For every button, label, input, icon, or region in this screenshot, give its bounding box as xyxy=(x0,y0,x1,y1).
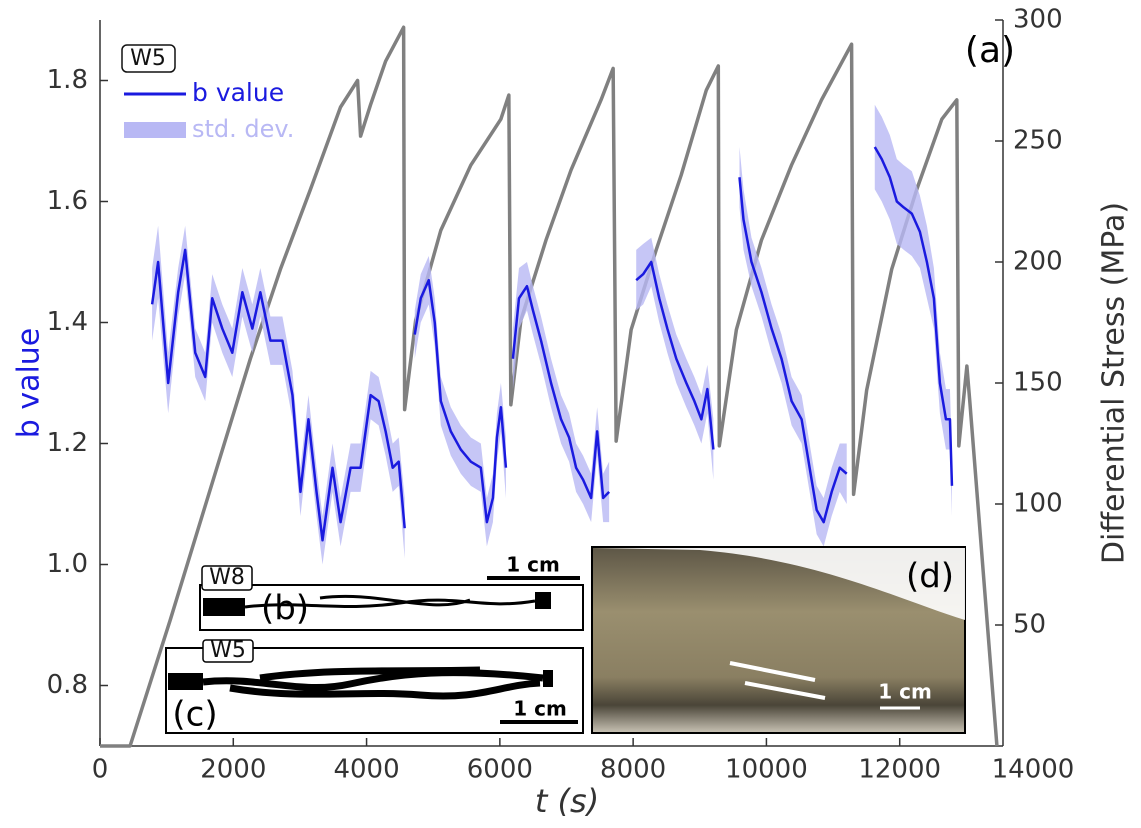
sample-box xyxy=(201,565,253,591)
std-dev-band xyxy=(512,262,610,523)
x-tick-label: 10000 xyxy=(725,755,808,785)
y2-tick-label: 50 xyxy=(1013,610,1046,640)
sample-end xyxy=(168,673,203,690)
y-tick-label: 1.6 xyxy=(47,186,88,216)
sample-box xyxy=(202,639,254,663)
x-tick-label: 0 xyxy=(92,755,109,785)
panel-label: (d) xyxy=(906,557,954,597)
y-tick-label: 1.8 xyxy=(47,65,88,95)
data-line xyxy=(635,260,715,450)
sample-end xyxy=(535,592,551,609)
y-tick-label: 1.2 xyxy=(47,428,88,458)
sample-end xyxy=(203,598,245,616)
x-tick-label: 2000 xyxy=(200,755,266,785)
y2-tick-label: 250 xyxy=(1013,126,1063,156)
sample-label: W5 xyxy=(210,638,246,663)
std-dev-band xyxy=(874,104,952,517)
sample-end xyxy=(543,670,553,687)
y2-tick-label: 150 xyxy=(1013,368,1063,398)
data-line xyxy=(413,278,508,524)
photo-background xyxy=(593,548,965,620)
scale-label: 1 cm xyxy=(506,553,560,577)
y-axis-label: b value xyxy=(12,328,47,439)
sample-box xyxy=(121,44,176,73)
plot-area: 0.8 1.0 1.2 1.4 1.6 1.8 50 100 150 200 250 300 0 2000… xyxy=(12,5,1132,821)
panel-label: (a) xyxy=(965,30,1015,71)
sample-label: W8 xyxy=(209,565,245,590)
shear-arrow xyxy=(744,681,826,700)
y2-tick-label: 200 xyxy=(1013,247,1063,277)
overlay: W5 b value std. dev. (a) W8 (b) 1 cm W5 … xyxy=(121,30,1015,735)
shear-arrow xyxy=(729,661,816,682)
x-tick-label: 14000 xyxy=(992,755,1075,785)
y2-tick-label: 300 xyxy=(1013,5,1063,35)
panel-label: (b) xyxy=(261,589,309,629)
fracture xyxy=(244,594,536,609)
x-tick-label: 6000 xyxy=(467,755,533,785)
scale-label: 1 cm xyxy=(878,680,932,704)
fracture xyxy=(202,666,544,700)
scale-label: 1 cm xyxy=(513,697,567,721)
inset-b xyxy=(199,584,584,631)
legend-band xyxy=(124,122,186,138)
panel-label: (c) xyxy=(172,695,217,735)
legend-label: b value xyxy=(192,78,284,107)
std-dev-band xyxy=(414,255,506,547)
sample-label: W5 xyxy=(130,46,166,71)
x-tick-label: 12000 xyxy=(858,755,941,785)
data-line xyxy=(100,25,999,748)
data-line xyxy=(873,146,954,486)
legend-label: std. dev. xyxy=(192,115,294,143)
std-dev-band xyxy=(636,237,714,480)
data-line xyxy=(511,284,611,500)
y-tick-label: 1.0 xyxy=(47,549,88,579)
y-tick-label: 1.4 xyxy=(47,307,88,337)
y-tick-label: 0.8 xyxy=(47,670,88,700)
data-line xyxy=(738,177,848,524)
x-tick-label: 8000 xyxy=(600,755,666,785)
std-dev-band xyxy=(739,147,847,547)
y2-tick-label: 100 xyxy=(1013,489,1063,519)
data-line xyxy=(150,248,406,542)
y2-axis-label: Differential Stress (MPa) xyxy=(1097,202,1132,564)
x-axis-label: t (s) xyxy=(535,782,599,820)
x-tick-label: 4000 xyxy=(333,755,399,785)
